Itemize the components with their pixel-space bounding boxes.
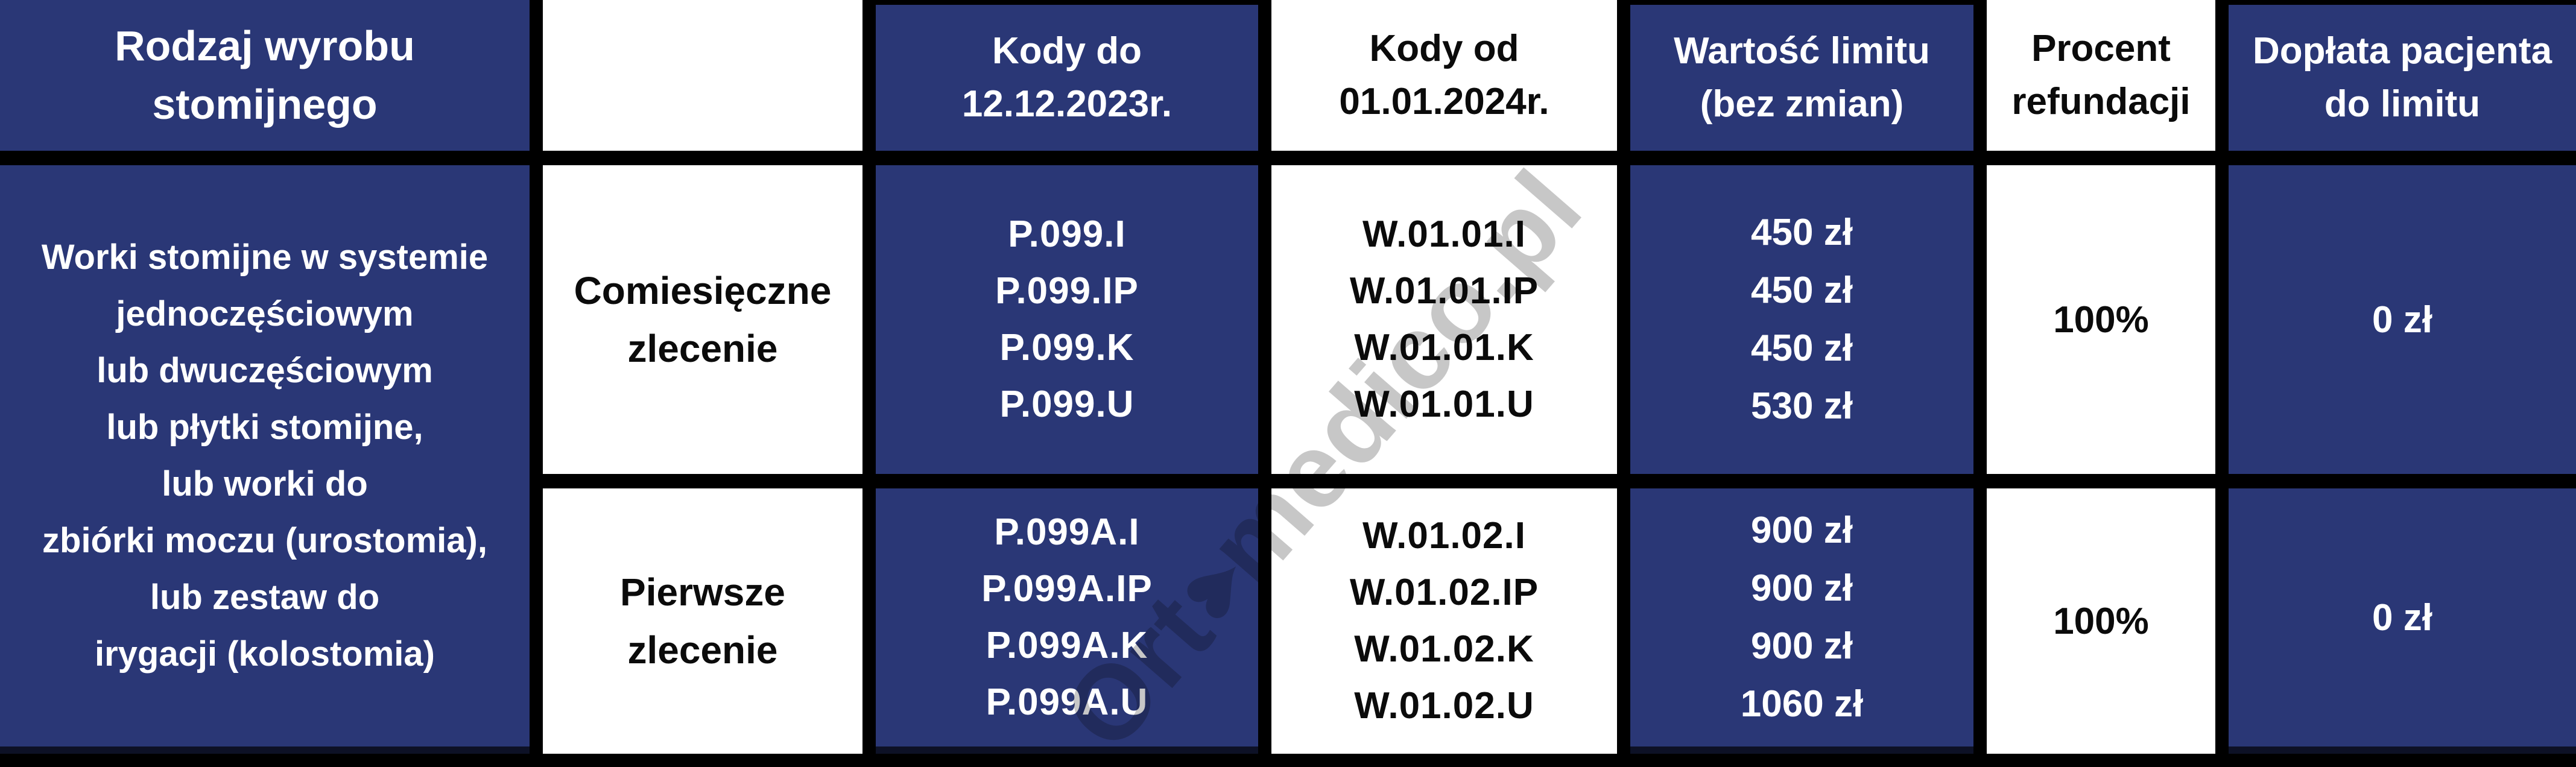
cell-product-description: Worki stomijne w systemie jednoczęściowy…	[0, 165, 530, 754]
cell-copay-monthly: 0 zł	[2229, 165, 2576, 474]
header-refund-percent: Procent refundacji	[1987, 0, 2215, 151]
cell-order-type-first: Pierwsze zlecenie	[543, 488, 862, 754]
header-codes-from-2024: Kody od 01.01.2024r.	[1271, 0, 1617, 151]
cell-refund-first: 100%	[1987, 488, 2215, 754]
cell-codes-old-first: P.099A.I P.099A.IP P.099A.K P.099A.U	[876, 488, 1258, 754]
cell-codes-new-monthly: W.01.01.I W.01.01.IP W.01.01.K W.01.01.U	[1271, 165, 1617, 474]
cell-limit-first: 900 zł 900 zł 900 zł 1060 zł	[1630, 488, 1973, 754]
cell-codes-new-first: W.01.02.I W.01.02.IP W.01.02.K W.01.02.U	[1271, 488, 1617, 754]
header-limit-value: Wartość limitu (bez zmian)	[1630, 0, 1973, 151]
cell-limit-monthly: 450 zł 450 zł 450 zł 530 zł	[1630, 165, 1973, 474]
cell-order-type-monthly: Comiesięczne zlecenie	[543, 165, 862, 474]
header-product-type: Rodzaj wyrobu stomijnego	[0, 0, 530, 151]
header-empty	[543, 0, 862, 151]
header-codes-until-2023: Kody do 12.12.2023r.	[876, 0, 1258, 151]
cell-refund-monthly: 100%	[1987, 165, 2215, 474]
cell-copay-first: 0 zł	[2229, 488, 2576, 754]
cell-codes-old-monthly: P.099.I P.099.IP P.099.K P.099.U	[876, 165, 1258, 474]
header-patient-copay: Dopłata pacjenta do limitu	[2229, 0, 2576, 151]
